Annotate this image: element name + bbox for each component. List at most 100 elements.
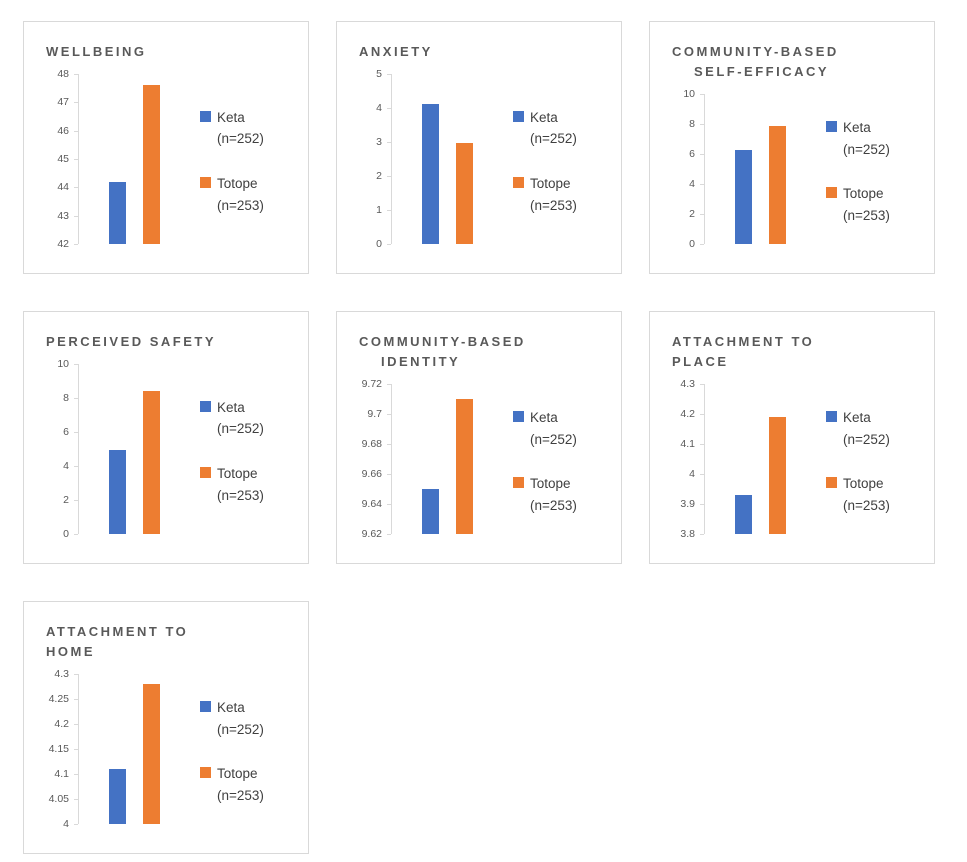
y-tick-label: 9.66 [361, 468, 382, 481]
y-tick-mark [387, 74, 391, 76]
y-tick-label: 43 [57, 209, 69, 222]
chart-panel-attachment-to-home: ATTACHMENT TO HOME 4.3 4.25 4.2 4.15 4.1 4.05… [23, 601, 309, 854]
totope-bar [143, 85, 160, 244]
y-tick-mark [74, 244, 78, 245]
y-axis-line [74, 674, 79, 825]
legend-totope-label: Totope [843, 476, 884, 492]
legend-keta-line1: Keta [513, 407, 609, 429]
chart-title-line1: ANXIETY [359, 44, 433, 59]
totope-bar [143, 391, 160, 534]
chart-title-line1: COMMUNITY-BASED [359, 334, 526, 349]
y-tick-label: 2 [376, 170, 382, 183]
y-tick-mark [74, 432, 78, 434]
y-tick-label: 4 [63, 460, 69, 473]
legend: Keta (n=252) Totope (n=253) [192, 664, 296, 839]
legend-totope-line1: Totope [200, 463, 296, 485]
y-tick-mark [387, 444, 391, 446]
y-tick-label: 4.25 [48, 693, 69, 706]
chart-body: 4.3 4.2 4.1 4 3.9 3.8 Keta (n=252) Totope (n=… [666, 374, 922, 549]
chart-body: 4.3 4.25 4.2 4.15 4.1 4.05 4 Keta (n=252) Toto… [40, 664, 296, 839]
keta-bar [109, 181, 126, 244]
totope-swatch-icon [200, 467, 211, 479]
plot-area: 9.72 9.7 9.68 9.66 9.64 9.62 [353, 378, 505, 540]
legend-keta-count: (n=252) [530, 131, 577, 147]
legend-keta-count: (n=252) [217, 131, 264, 147]
keta-bar [109, 769, 126, 824]
legend-keta-label: Keta [217, 109, 245, 125]
legend-totope-line1: Totope [200, 173, 296, 195]
y-tick-label: 4.2 [54, 718, 69, 731]
totope-swatch-icon [200, 177, 211, 189]
y-tick-label: 10 [57, 358, 69, 371]
chart-panel-perceived-safety: PERCEIVED SAFETY 10 8 6 4 2 0 Keta (n=252) To… [23, 311, 309, 564]
y-tick-mark [700, 154, 704, 156]
chart-panel-attachment-to-place: ATTACHMENT TO PLACE 4.3 4.2 4.1 4 3.9 3.8 Ket… [649, 311, 935, 564]
y-tick-mark [74, 749, 78, 751]
plot-area: 5 4 3 2 1 0 [353, 68, 505, 250]
y-axis-line [700, 94, 705, 245]
y-tick-label: 4 [376, 102, 382, 115]
chart-title-line2: SELF-EFFICACY [694, 64, 830, 80]
totope-bar [769, 125, 786, 244]
y-tick-label: 9.68 [361, 438, 382, 451]
legend: Keta (n=252) Totope (n=253) [818, 84, 922, 259]
chart-title: ATTACHMENT TO HOME [46, 622, 296, 662]
y-tick-label: 3.9 [680, 498, 695, 511]
keta-bar [735, 149, 752, 244]
legend: Keta (n=252) Totope (n=253) [505, 374, 609, 549]
chart-body: 48 47 46 45 44 43 42 Keta (n=252) Totope (n=25… [40, 64, 296, 259]
y-tick-label: 44 [57, 181, 69, 194]
legend-totope-line1: Totope [826, 473, 922, 495]
y-tick-mark [74, 130, 78, 132]
chart-title: WELLBEING [46, 42, 296, 62]
legend-item-keta: Keta (n=252) [826, 117, 922, 160]
totope-swatch-icon [513, 477, 524, 489]
y-axis-tick-labels: 4.3 4.2 4.1 4 3.9 3.8 [666, 378, 704, 540]
legend-keta-line1: Keta [826, 407, 922, 429]
keta-bar [422, 103, 439, 244]
legend-item-keta: Keta (n=252) [200, 397, 296, 440]
y-tick-label: 3 [376, 136, 382, 149]
y-tick-label: 4 [689, 178, 695, 191]
y-tick-mark [700, 444, 704, 446]
y-tick-mark [74, 534, 78, 535]
y-axis-line [74, 74, 79, 245]
bars-group [392, 74, 505, 244]
y-tick-mark [700, 94, 704, 96]
legend-keta-line1: Keta [200, 397, 296, 419]
legend-totope-count: (n=253) [530, 197, 577, 213]
y-tick-mark [700, 534, 704, 535]
y-axis-tick-labels: 10 8 6 4 2 0 [40, 358, 78, 540]
bars-group [705, 94, 818, 244]
plot-area: 48 47 46 45 44 43 42 [40, 68, 192, 250]
y-tick-mark [74, 102, 78, 104]
y-tick-label: 0 [63, 528, 69, 540]
chart-title: COMMUNITY-BASED SELF-EFFICACY [672, 42, 922, 82]
totope-swatch-icon [200, 767, 211, 779]
y-tick-label: 10 [683, 88, 695, 101]
bars-group [392, 384, 505, 534]
y-tick-label: 4 [689, 468, 695, 481]
legend: Keta (n=252) Totope (n=253) [505, 64, 609, 259]
keta-bar [109, 449, 126, 534]
y-tick-mark [387, 210, 391, 212]
chart-body: 10 8 6 4 2 0 Keta (n=252) Totope (n=253) [40, 354, 296, 549]
legend-item-totope: Totope (n=253) [200, 463, 296, 506]
chart-title-line1: PERCEIVED SAFETY [46, 334, 217, 349]
legend: Keta (n=252) Totope (n=253) [192, 64, 296, 259]
y-tick-label: 8 [689, 118, 695, 131]
y-axis-line [700, 384, 705, 535]
legend-totope-label: Totope [217, 466, 258, 482]
y-tick-mark [700, 184, 704, 186]
legend-keta-line1: Keta [513, 107, 609, 129]
y-axis-tick-labels: 5 4 3 2 1 0 [353, 68, 391, 250]
y-tick-label: 46 [57, 124, 69, 137]
totope-bar [769, 417, 786, 534]
totope-bar [456, 399, 473, 534]
legend-totope-count: (n=253) [530, 497, 577, 513]
y-axis-tick-labels: 4.3 4.25 4.2 4.15 4.1 4.05 4 [40, 668, 78, 830]
y-tick-mark [74, 824, 78, 825]
plot-area: 10 8 6 4 2 0 [666, 88, 818, 250]
